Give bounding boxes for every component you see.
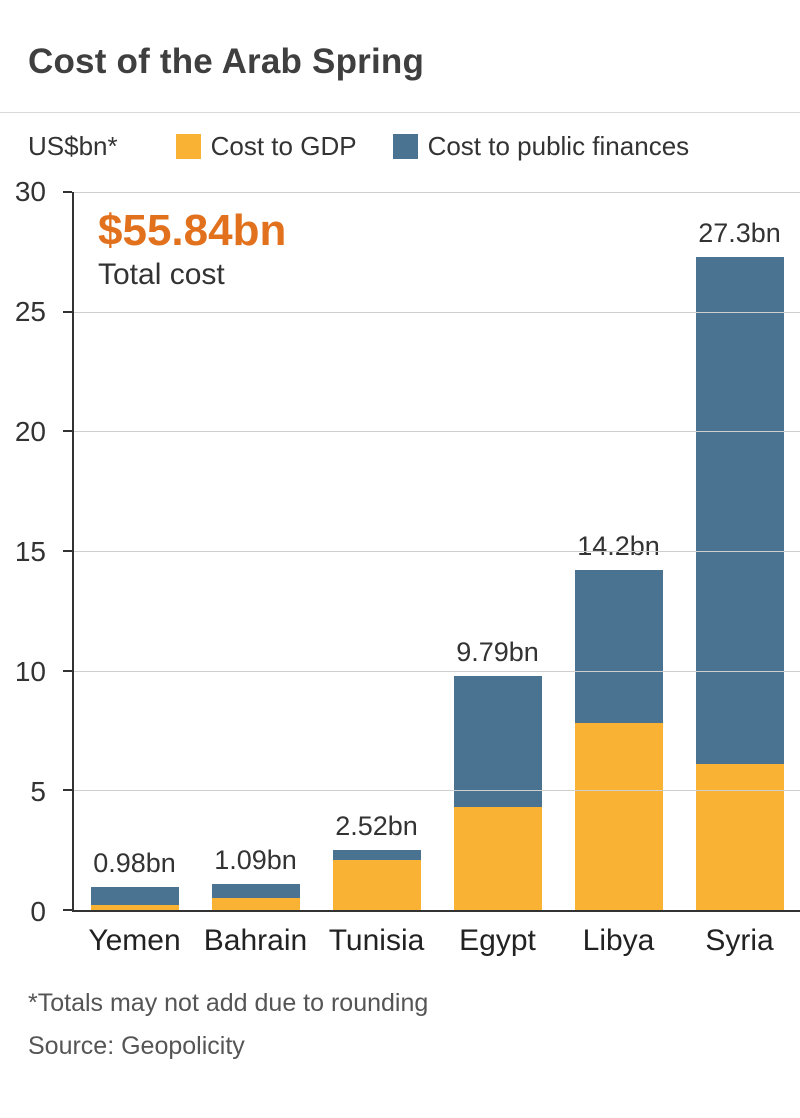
chart-title: Cost of the Arab Spring bbox=[28, 42, 425, 81]
y-axis-labels: 0 5 10 15 20 25 30 bbox=[0, 176, 62, 927]
gridline bbox=[74, 431, 800, 433]
gridline bbox=[74, 192, 800, 193]
y-tick-label: 5 bbox=[30, 776, 46, 807]
footnotes: *Totals may not add due to rounding Sour… bbox=[0, 912, 800, 1067]
bar-segment-public-finances bbox=[90, 886, 179, 906]
bar-total-label: 27.3bn bbox=[698, 217, 781, 248]
bar-segment-gdp bbox=[574, 723, 663, 910]
x-axis-category-label: Tunisia bbox=[328, 924, 425, 957]
bar-segment-public-finances bbox=[695, 256, 784, 765]
bar-segment-gdp bbox=[211, 898, 300, 910]
x-axis-category-label: Libya bbox=[582, 924, 655, 957]
bar-group: 27.3bn Syria bbox=[695, 192, 784, 957]
bar-group: 1.09bn Bahrain bbox=[204, 192, 307, 957]
chart: 0 5 10 15 20 25 30 0.98bn Yemen 1.09bn Bahrain 2.5… bbox=[0, 176, 800, 957]
y-tick-label: 20 bbox=[14, 416, 46, 447]
axis-tick-mark bbox=[63, 789, 72, 792]
x-axis-category-label: Bahrain bbox=[203, 924, 308, 957]
y-tick-label: 0 bbox=[30, 896, 46, 927]
gdp-swatch-icon bbox=[175, 134, 201, 159]
axis-tick-mark bbox=[63, 669, 72, 672]
gridline bbox=[74, 670, 800, 672]
legend-label-gdp: Cost to GDP bbox=[210, 131, 357, 161]
x-axis-category-label: Syria bbox=[705, 924, 774, 957]
bars-row: 0.98bn Yemen 1.09bn Bahrain 2.52bn Tunisia 9.7… bbox=[74, 192, 800, 957]
bar-segment-public-finances bbox=[332, 849, 421, 860]
y-tick-label: 30 bbox=[14, 176, 46, 207]
axis-tick-mark bbox=[63, 191, 72, 193]
public-finances-swatch-icon bbox=[392, 134, 418, 159]
bar-segment-gdp bbox=[90, 905, 179, 910]
bar-segment-gdp bbox=[332, 859, 421, 910]
bar-segment-gdp bbox=[695, 764, 784, 910]
axis-tick-mark bbox=[63, 430, 72, 433]
bar-segment-gdp bbox=[453, 807, 542, 910]
source-footnote: Source: Geopolicity bbox=[28, 1031, 245, 1060]
bar-segment-public-finances bbox=[211, 883, 300, 899]
x-axis-category-label: Egypt bbox=[459, 924, 536, 957]
y-tick-label: 10 bbox=[14, 656, 46, 687]
total-annotation: $55.84bn Total cost bbox=[98, 206, 286, 292]
bar-segment-public-finances bbox=[453, 675, 542, 808]
unit-label: US$bn* bbox=[28, 131, 118, 161]
axis-tick-mark bbox=[63, 909, 72, 911]
bar-total-label: 0.98bn bbox=[93, 847, 176, 878]
legend-item-gdp: Cost to GDP bbox=[175, 131, 357, 162]
gridline bbox=[74, 311, 800, 313]
y-tick-label: 15 bbox=[14, 536, 46, 567]
total-cost-value: $55.84bn bbox=[98, 206, 287, 255]
rounding-footnote: *Totals may not add due to rounding bbox=[28, 989, 429, 1017]
bar-total-label: 1.09bn bbox=[214, 844, 297, 875]
axis-tick-mark bbox=[63, 550, 72, 552]
bar-total-label: 9.79bn bbox=[456, 636, 539, 667]
gridline bbox=[74, 790, 800, 792]
bar-group: 14.2bn Libya bbox=[574, 192, 663, 957]
legend: US$bn* Cost to GDP Cost to public financ… bbox=[0, 113, 800, 162]
legend-item-public-finances: Cost to public finances bbox=[392, 131, 690, 162]
bar-total-label: 2.52bn bbox=[335, 810, 418, 841]
total-cost-caption: Total cost bbox=[98, 258, 225, 291]
legend-label-public-finances: Cost to public finances bbox=[427, 131, 690, 161]
bar-group: 2.52bn Tunisia bbox=[329, 192, 425, 957]
bar-segment-public-finances bbox=[574, 570, 663, 724]
bar-group: 0.98bn Yemen bbox=[88, 192, 180, 957]
bar-total-label: 14.2bn bbox=[577, 531, 660, 562]
plot-area: 0.98bn Yemen 1.09bn Bahrain 2.52bn Tunisia 9.7… bbox=[63, 191, 800, 957]
axis-tick-mark bbox=[63, 310, 72, 313]
divider bbox=[0, 112, 800, 113]
x-axis-category-label: Yemen bbox=[88, 924, 181, 957]
y-tick-label: 25 bbox=[14, 296, 46, 327]
gridline bbox=[74, 551, 800, 552]
bar-group: 9.79bn Egypt bbox=[453, 192, 542, 957]
chart-header: Cost of the Arab Spring bbox=[0, 0, 800, 82]
